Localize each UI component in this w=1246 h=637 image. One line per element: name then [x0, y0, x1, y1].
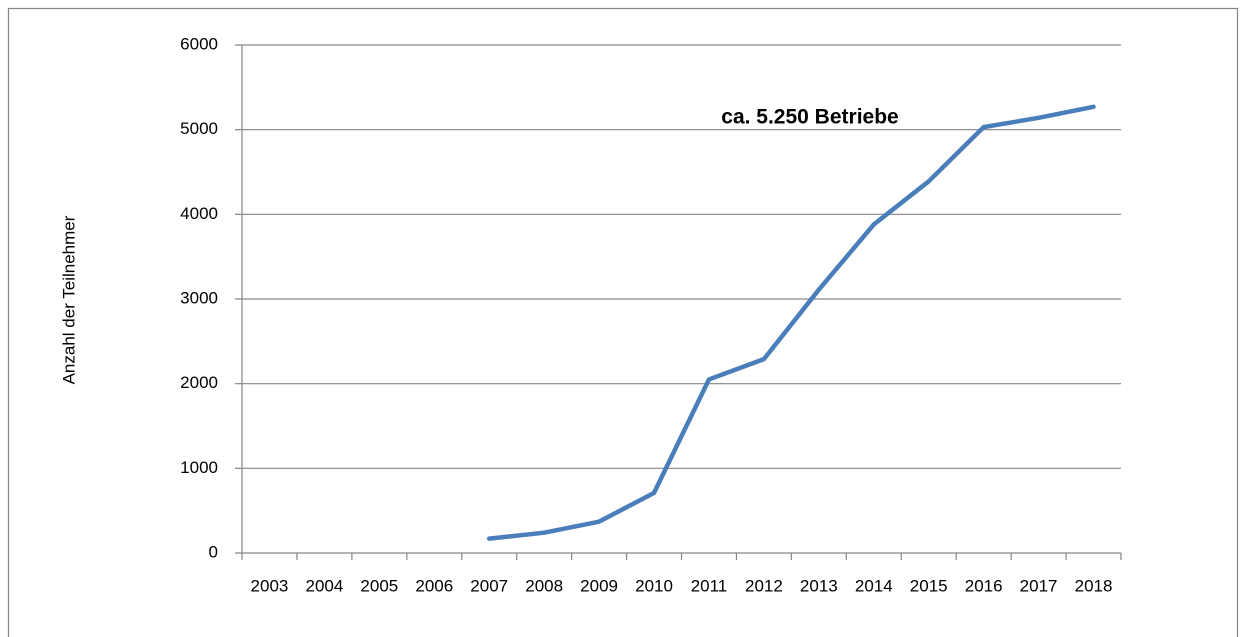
- annotation: ca. 5.250 Betriebe: [721, 106, 898, 129]
- x-tick-label: 2012: [745, 576, 783, 595]
- y-tick-label: 4000: [180, 204, 218, 223]
- y-tick-label: 6000: [180, 34, 218, 53]
- x-tick-label: 2006: [415, 576, 453, 595]
- x-tick-label: 2010: [635, 576, 673, 595]
- y-tick-label: 5000: [180, 119, 218, 138]
- x-tick-label: 2008: [525, 576, 563, 595]
- x-tick-label: 2018: [1075, 576, 1113, 595]
- x-tick-label: 2017: [1020, 576, 1058, 595]
- x-tick-label: 2003: [251, 576, 289, 595]
- y-axis-label: Anzahl der Teilnehmer: [59, 215, 78, 384]
- x-tick-label: 2011: [691, 576, 728, 595]
- x-tick-label: 2009: [580, 576, 618, 595]
- x-tick-label: 2004: [305, 576, 343, 595]
- x-tick-label: 2014: [855, 576, 893, 595]
- x-tick-label: 2015: [910, 576, 948, 595]
- y-tick-label: 0: [209, 542, 218, 561]
- chart-border: [7, 7, 1239, 637]
- data-line: [486, 104, 1096, 541]
- x-tick-label: 2007: [470, 576, 508, 595]
- y-tick-label: 3000: [180, 288, 218, 307]
- x-tick-label: 2016: [965, 576, 1003, 595]
- y-tick-label: 2000: [180, 373, 218, 392]
- x-tick-label: 2013: [800, 576, 838, 595]
- y-tick-label: 1000: [180, 458, 218, 477]
- x-tick-label: 2005: [360, 576, 398, 595]
